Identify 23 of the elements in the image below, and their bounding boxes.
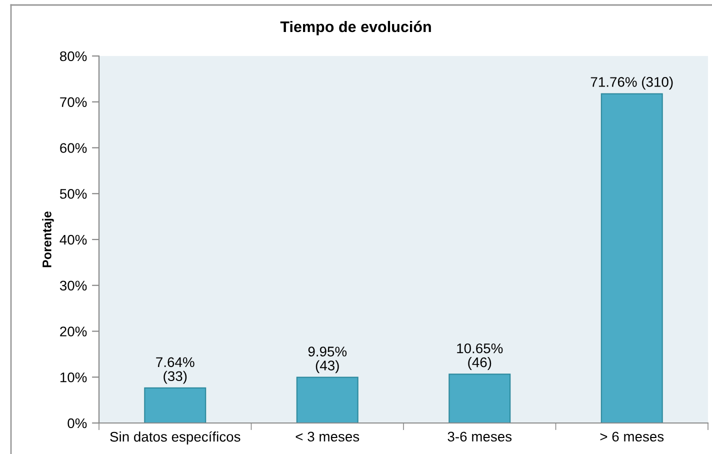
bar bbox=[296, 376, 358, 423]
y-tick-label: 50% bbox=[60, 188, 87, 199]
bar bbox=[144, 387, 206, 423]
x-tick-label: Sin datos específicos bbox=[110, 431, 240, 444]
y-tick-label: 70% bbox=[60, 97, 87, 108]
data-label: 10.65% (46) bbox=[457, 343, 503, 370]
y-tick-label: 10% bbox=[60, 372, 87, 382]
x-tick-label: > 6 meses bbox=[600, 432, 664, 442]
y-axis-title: Porentaje bbox=[42, 211, 54, 268]
y-tick-label: 80% bbox=[60, 51, 87, 62]
x-tick-label: < 3 meses bbox=[296, 432, 360, 442]
data-label: 9.95% (43) bbox=[308, 346, 347, 374]
y-tick-label: 30% bbox=[60, 280, 87, 291]
data-label: 71.76% (310) bbox=[590, 76, 673, 90]
y-tick-label: 20% bbox=[60, 326, 87, 336]
y-tick-label: 60% bbox=[60, 143, 87, 153]
x-tick-label: 3-6 meses bbox=[448, 432, 512, 442]
bar bbox=[600, 93, 663, 423]
bar bbox=[448, 374, 511, 423]
y-tick-label: 40% bbox=[60, 234, 87, 245]
chart-title: Tiempo de evolución bbox=[280, 20, 431, 36]
data-label: 7.64% (33) bbox=[156, 357, 194, 384]
y-tick-label: 0% bbox=[68, 418, 87, 428]
